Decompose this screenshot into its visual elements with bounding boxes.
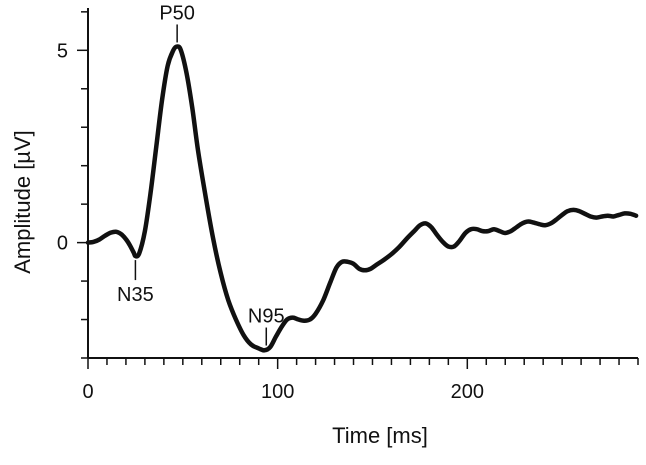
y-tick-label: 5 <box>57 40 68 62</box>
series-line <box>85 44 639 353</box>
y-axis: 05 <box>57 8 89 359</box>
x-tick-label: 100 <box>261 381 294 403</box>
annotation-n35: N35 <box>117 260 154 306</box>
annotation-label: P50 <box>159 2 195 24</box>
y-tick-label: 0 <box>57 233 68 255</box>
x-tick-label: 0 <box>82 381 93 403</box>
x-tick-label: 200 <box>451 381 484 403</box>
y-axis-label: Amplitude [µV] <box>10 130 35 274</box>
annotation-p50: P50 <box>159 2 195 43</box>
annotation-n95: N95 <box>248 306 285 346</box>
x-axis: 0 100 200 <box>82 357 639 403</box>
annotation-label: N95 <box>248 306 285 328</box>
x-axis-label: Time [ms] <box>332 423 428 448</box>
annotation-label: N35 <box>117 284 154 306</box>
peak-annotations: P50 N35 N95 <box>117 2 285 346</box>
